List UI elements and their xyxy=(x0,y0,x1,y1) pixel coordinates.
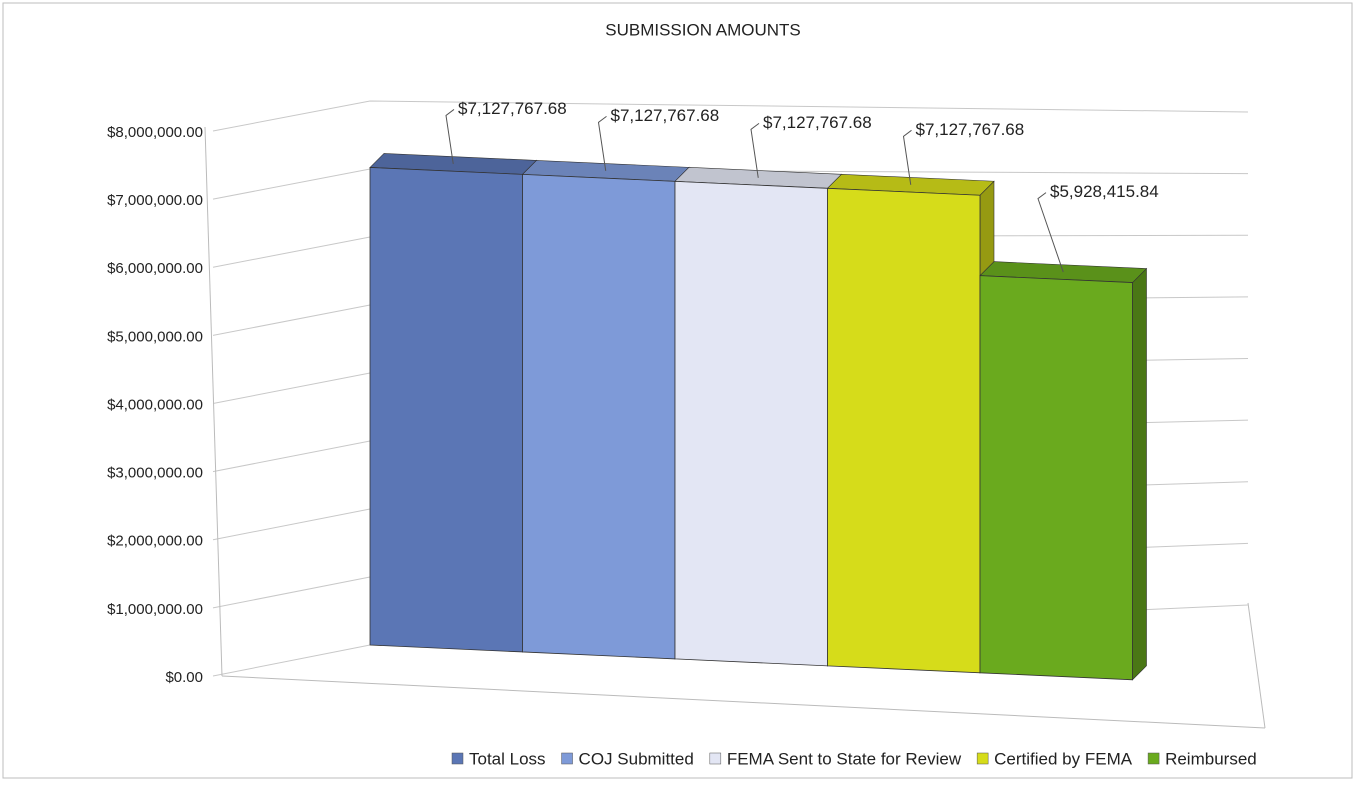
legend-label: Total Loss xyxy=(469,749,546,768)
legend-label: Reimbursed xyxy=(1165,749,1257,768)
y-tick-label: $7,000,000.00 xyxy=(107,192,203,209)
y-axis-wall-edge xyxy=(204,126,223,677)
grid-line xyxy=(212,100,1249,132)
bar xyxy=(827,187,981,674)
value-label: $7,127,767.68 xyxy=(763,113,872,132)
y-tick-label: $8,000,000.00 xyxy=(107,124,203,141)
bar xyxy=(522,173,676,660)
label-leader xyxy=(902,129,912,185)
value-label: $7,127,767.68 xyxy=(458,99,567,118)
y-tick-label: $2,000,000.00 xyxy=(107,533,203,550)
value-label: $7,127,767.68 xyxy=(916,120,1025,139)
legend-label: COJ Submitted xyxy=(579,749,694,768)
label-leader xyxy=(750,122,760,178)
floor-right-edge xyxy=(1247,602,1266,729)
floor-front-edge xyxy=(221,675,1266,729)
legend: Total Loss COJ Submitted FEMA Sent to Stat… xyxy=(451,749,1257,768)
bar xyxy=(674,180,828,667)
y-tick-label: $5,000,000.00 xyxy=(107,328,203,345)
legend-swatch xyxy=(709,752,722,765)
y-tick-label: $3,000,000.00 xyxy=(107,465,203,482)
value-label: $5,928,415.84 xyxy=(1050,182,1159,201)
bar xyxy=(369,167,523,653)
label-leader xyxy=(445,109,455,164)
bar-side xyxy=(1132,267,1147,681)
y-tick-label: $1,000,000.00 xyxy=(107,601,203,618)
label-leader xyxy=(1037,192,1064,273)
legend-swatch xyxy=(561,752,573,765)
legend-swatch xyxy=(1147,752,1160,765)
legend-label: Certified by FEMA xyxy=(994,749,1133,768)
legend-label: FEMA Sent to State for Review xyxy=(727,749,962,768)
value-label: $7,127,767.68 xyxy=(611,106,720,125)
label-leader xyxy=(597,115,607,171)
legend-swatch xyxy=(451,752,464,765)
y-tick-label: $6,000,000.00 xyxy=(107,260,203,277)
y-tick-label: $4,000,000.00 xyxy=(107,396,203,413)
legend-swatch xyxy=(976,752,989,765)
bar xyxy=(979,275,1133,681)
chart-title: SUBMISSION AMOUNTS xyxy=(605,20,801,39)
y-tick-label: $0.00 xyxy=(165,669,203,686)
